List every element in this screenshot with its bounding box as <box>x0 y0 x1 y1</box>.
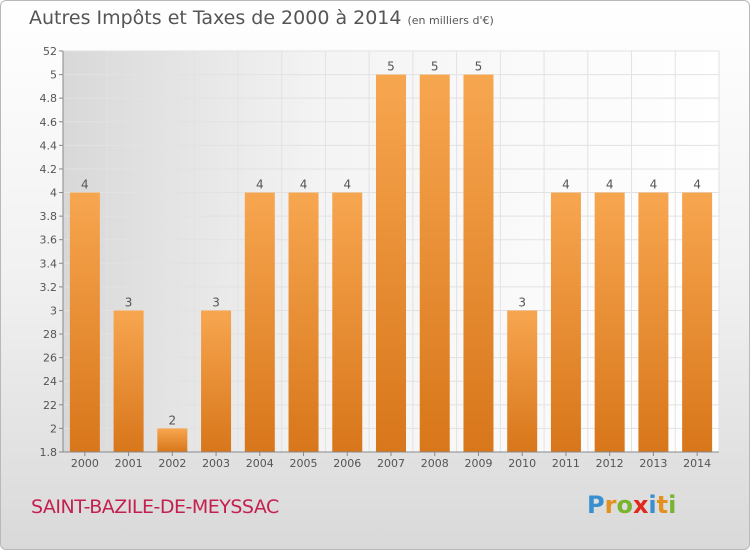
logo-letter: i <box>668 491 677 519</box>
bar <box>376 74 406 453</box>
bar-value-label: 4 <box>256 178 264 192</box>
x-tick-label: 2001 <box>115 457 143 470</box>
x-tick-label: 2002 <box>158 457 186 470</box>
y-tick-label: 4 <box>50 187 57 200</box>
bar <box>69 192 100 452</box>
y-tick-label: 24 <box>43 375 57 388</box>
y-tick-label: 2 <box>50 422 57 435</box>
bar <box>332 192 363 452</box>
bar-value-label: 5 <box>431 60 439 74</box>
x-tick-label: 2012 <box>596 457 624 470</box>
y-tick-label: 4.2 <box>40 163 58 176</box>
y-tick-label: 52 <box>43 45 57 58</box>
x-tick-label: 2011 <box>552 457 580 470</box>
bar-value-label: 2 <box>169 413 177 427</box>
y-tick-label: 3 <box>50 304 57 317</box>
bar-value-label: 3 <box>125 295 133 309</box>
y-tick-label: 5 <box>50 69 57 82</box>
x-tick-label: 2006 <box>333 457 361 470</box>
chart-title-unit: (en milliers d'€) <box>407 14 494 27</box>
chart-title: Autres Impôts et Taxes de 2000 à 2014 (en… <box>29 7 494 29</box>
bar-value-label: 4 <box>650 178 658 192</box>
logo-letter: x <box>632 491 649 519</box>
x-tick-label: 2008 <box>421 457 449 470</box>
y-tick-label: 3.4 <box>40 257 58 270</box>
bar-value-label: 5 <box>387 60 395 74</box>
y-tick-label: 3.6 <box>40 234 58 247</box>
proxiti-logo: Proxiti <box>587 491 676 519</box>
y-tick-label: 3.8 <box>40 210 58 223</box>
x-tick-label: 2009 <box>464 457 492 470</box>
bar-value-label: 3 <box>212 295 220 309</box>
bar <box>419 74 450 453</box>
bar <box>288 192 319 452</box>
bar-value-label: 4 <box>343 178 351 192</box>
bar-value-label: 3 <box>518 295 526 309</box>
bar <box>594 192 625 452</box>
city-name: SAINT-BAZILE-DE-MEYSSAC <box>31 496 279 518</box>
bar <box>682 192 713 452</box>
logo-letter: o <box>616 491 633 519</box>
bar <box>201 310 232 452</box>
x-tick-label: 2010 <box>508 457 536 470</box>
y-tick-label: 1.8 <box>40 446 58 459</box>
x-tick-label: 2003 <box>202 457 230 470</box>
bar <box>463 74 494 453</box>
logo-letter: i <box>648 491 657 519</box>
x-tick-label: 2000 <box>71 457 99 470</box>
axes: 1.822224262833.23.43.63.844.24.44.64.855… <box>40 45 719 470</box>
y-tick-label: 26 <box>43 352 57 365</box>
x-tick-label: 2004 <box>246 457 274 470</box>
bar <box>550 192 581 452</box>
chart-title-main: Autres Impôts et Taxes de 2000 à 2014 <box>29 7 402 29</box>
x-tick-label: 2005 <box>290 457 318 470</box>
bar-value-label: 4 <box>562 178 570 192</box>
x-tick-label: 2013 <box>639 457 667 470</box>
y-tick-label: 28 <box>43 328 57 341</box>
bar-value-label: 5 <box>475 60 483 74</box>
bar <box>244 192 275 452</box>
y-tick-label: 22 <box>43 399 57 412</box>
bar <box>507 310 538 452</box>
logo-letter: t <box>656 491 669 519</box>
bar <box>157 428 188 452</box>
bar <box>638 192 669 452</box>
y-tick-label: 4.4 <box>40 139 58 152</box>
bar <box>113 310 144 452</box>
x-tick-label: 2014 <box>683 457 711 470</box>
bar-value-label: 4 <box>606 178 614 192</box>
x-tick-label: 2007 <box>377 457 405 470</box>
bar-value-label: 4 <box>300 178 308 192</box>
y-tick-label: 4.6 <box>40 116 58 129</box>
logo-letter: r <box>604 491 617 519</box>
bar-value-label: 4 <box>693 178 701 192</box>
logo-letter: P <box>587 491 605 519</box>
bar-value-label: 4 <box>81 178 89 192</box>
y-tick-label: 3.2 <box>40 281 58 294</box>
y-tick-label: 4.8 <box>40 92 58 105</box>
bars: 4 3 2 3 4 4 4 5 5 5 3 4 4 4 4 <box>69 60 713 453</box>
